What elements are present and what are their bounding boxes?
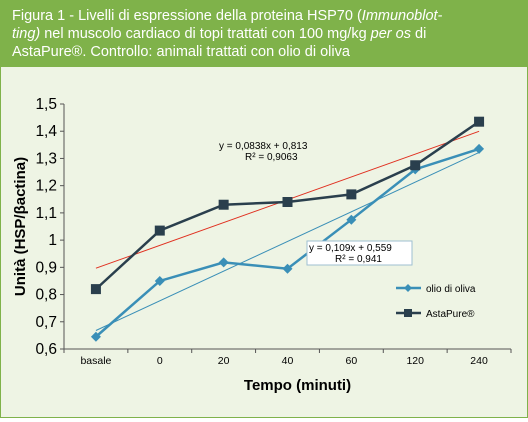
equation-box [306, 240, 413, 266]
legend-marker [404, 309, 412, 317]
data-point-diamond [218, 257, 229, 268]
data-point-square [218, 199, 229, 210]
caption-italic: ting) [12, 26, 41, 42]
caption-line-2: ting) nel muscolo cardiaco di topi tratt… [12, 25, 517, 43]
y-axis-title: Unità (HSP/βactina) [12, 157, 29, 296]
legend-marker [404, 284, 412, 292]
legend-label: olio di oliva [426, 284, 476, 295]
x-tick-label: basale [80, 355, 111, 367]
data-point-square [474, 116, 485, 127]
x-tick-label: 40 [282, 355, 294, 367]
y-tick-label: 0,6 [35, 341, 57, 358]
y-tick-label: 1,3 [35, 150, 57, 167]
trendline [95, 152, 480, 331]
data-point-diamond [154, 275, 165, 286]
line-chart: 0,6 0,7 0,8 0,9 1 1,1 1,2 1,3 1,4 1,5 basale 0 20 40 6… [12, 96, 512, 394]
trendline-equation: y = 0,109x + 0,559 [309, 243, 392, 254]
caption-text: di [410, 26, 427, 42]
legend-label: AstaPure® [426, 309, 475, 320]
y-tick-label: 1,4 [35, 123, 57, 140]
series-line [95, 147, 480, 338]
y-tick-label: 0,7 [35, 314, 57, 331]
x-tick-label: 0 [157, 355, 163, 367]
x-tick-label: 120 [406, 355, 424, 367]
y-tick-label: 1,5 [35, 96, 57, 113]
data-point-diamond [474, 143, 485, 154]
x-tick-label: 60 [346, 355, 358, 367]
data-point-diamond [282, 263, 293, 274]
y-tick-label: 1,1 [35, 205, 57, 222]
trendline-r2: R² = 0,9063 [245, 152, 298, 163]
caption-italic: per os [370, 26, 411, 42]
figure-caption: Figura 1 - Livelli di espressione della … [1, 1, 527, 67]
trendline-r2: R² = 0,941 [335, 254, 382, 265]
data-point-square [90, 284, 101, 295]
x-tick-label: 20 [218, 355, 230, 367]
caption-line-3: AstaPure®. Controllo: animali trattati c… [12, 44, 350, 60]
data-point-square [410, 160, 421, 171]
x-axis-title: Tempo (minuti) [244, 377, 351, 394]
y-tick-label: 1,2 [35, 178, 57, 195]
y-tick-label: 0,9 [35, 259, 57, 276]
data-point-square [154, 225, 165, 236]
y-tick-label: 0,8 [35, 287, 57, 304]
chart-area: 0,6 0,7 0,8 0,9 1 1,1 1,2 1,3 1,4 1,5 basale 0 20 40 6… [1, 67, 527, 417]
y-tick-label: 1 [48, 232, 57, 249]
trendline-equation: y = 0,0838x + 0,813 [219, 141, 308, 152]
data-point-square [282, 197, 293, 207]
data-point-square [346, 189, 357, 200]
caption-italic: Immunoblot- [361, 8, 443, 24]
caption-text: nel muscolo cardiaco di topi trattati co… [40, 26, 371, 42]
x-tick-label: 240 [470, 355, 488, 367]
caption-text: Figura 1 - Livelli di espressione della … [12, 8, 362, 24]
caption-line-1: Figura 1 - Livelli di espressione della … [12, 7, 517, 25]
data-point-diamond [90, 331, 101, 342]
data-point-diamond [346, 214, 357, 225]
